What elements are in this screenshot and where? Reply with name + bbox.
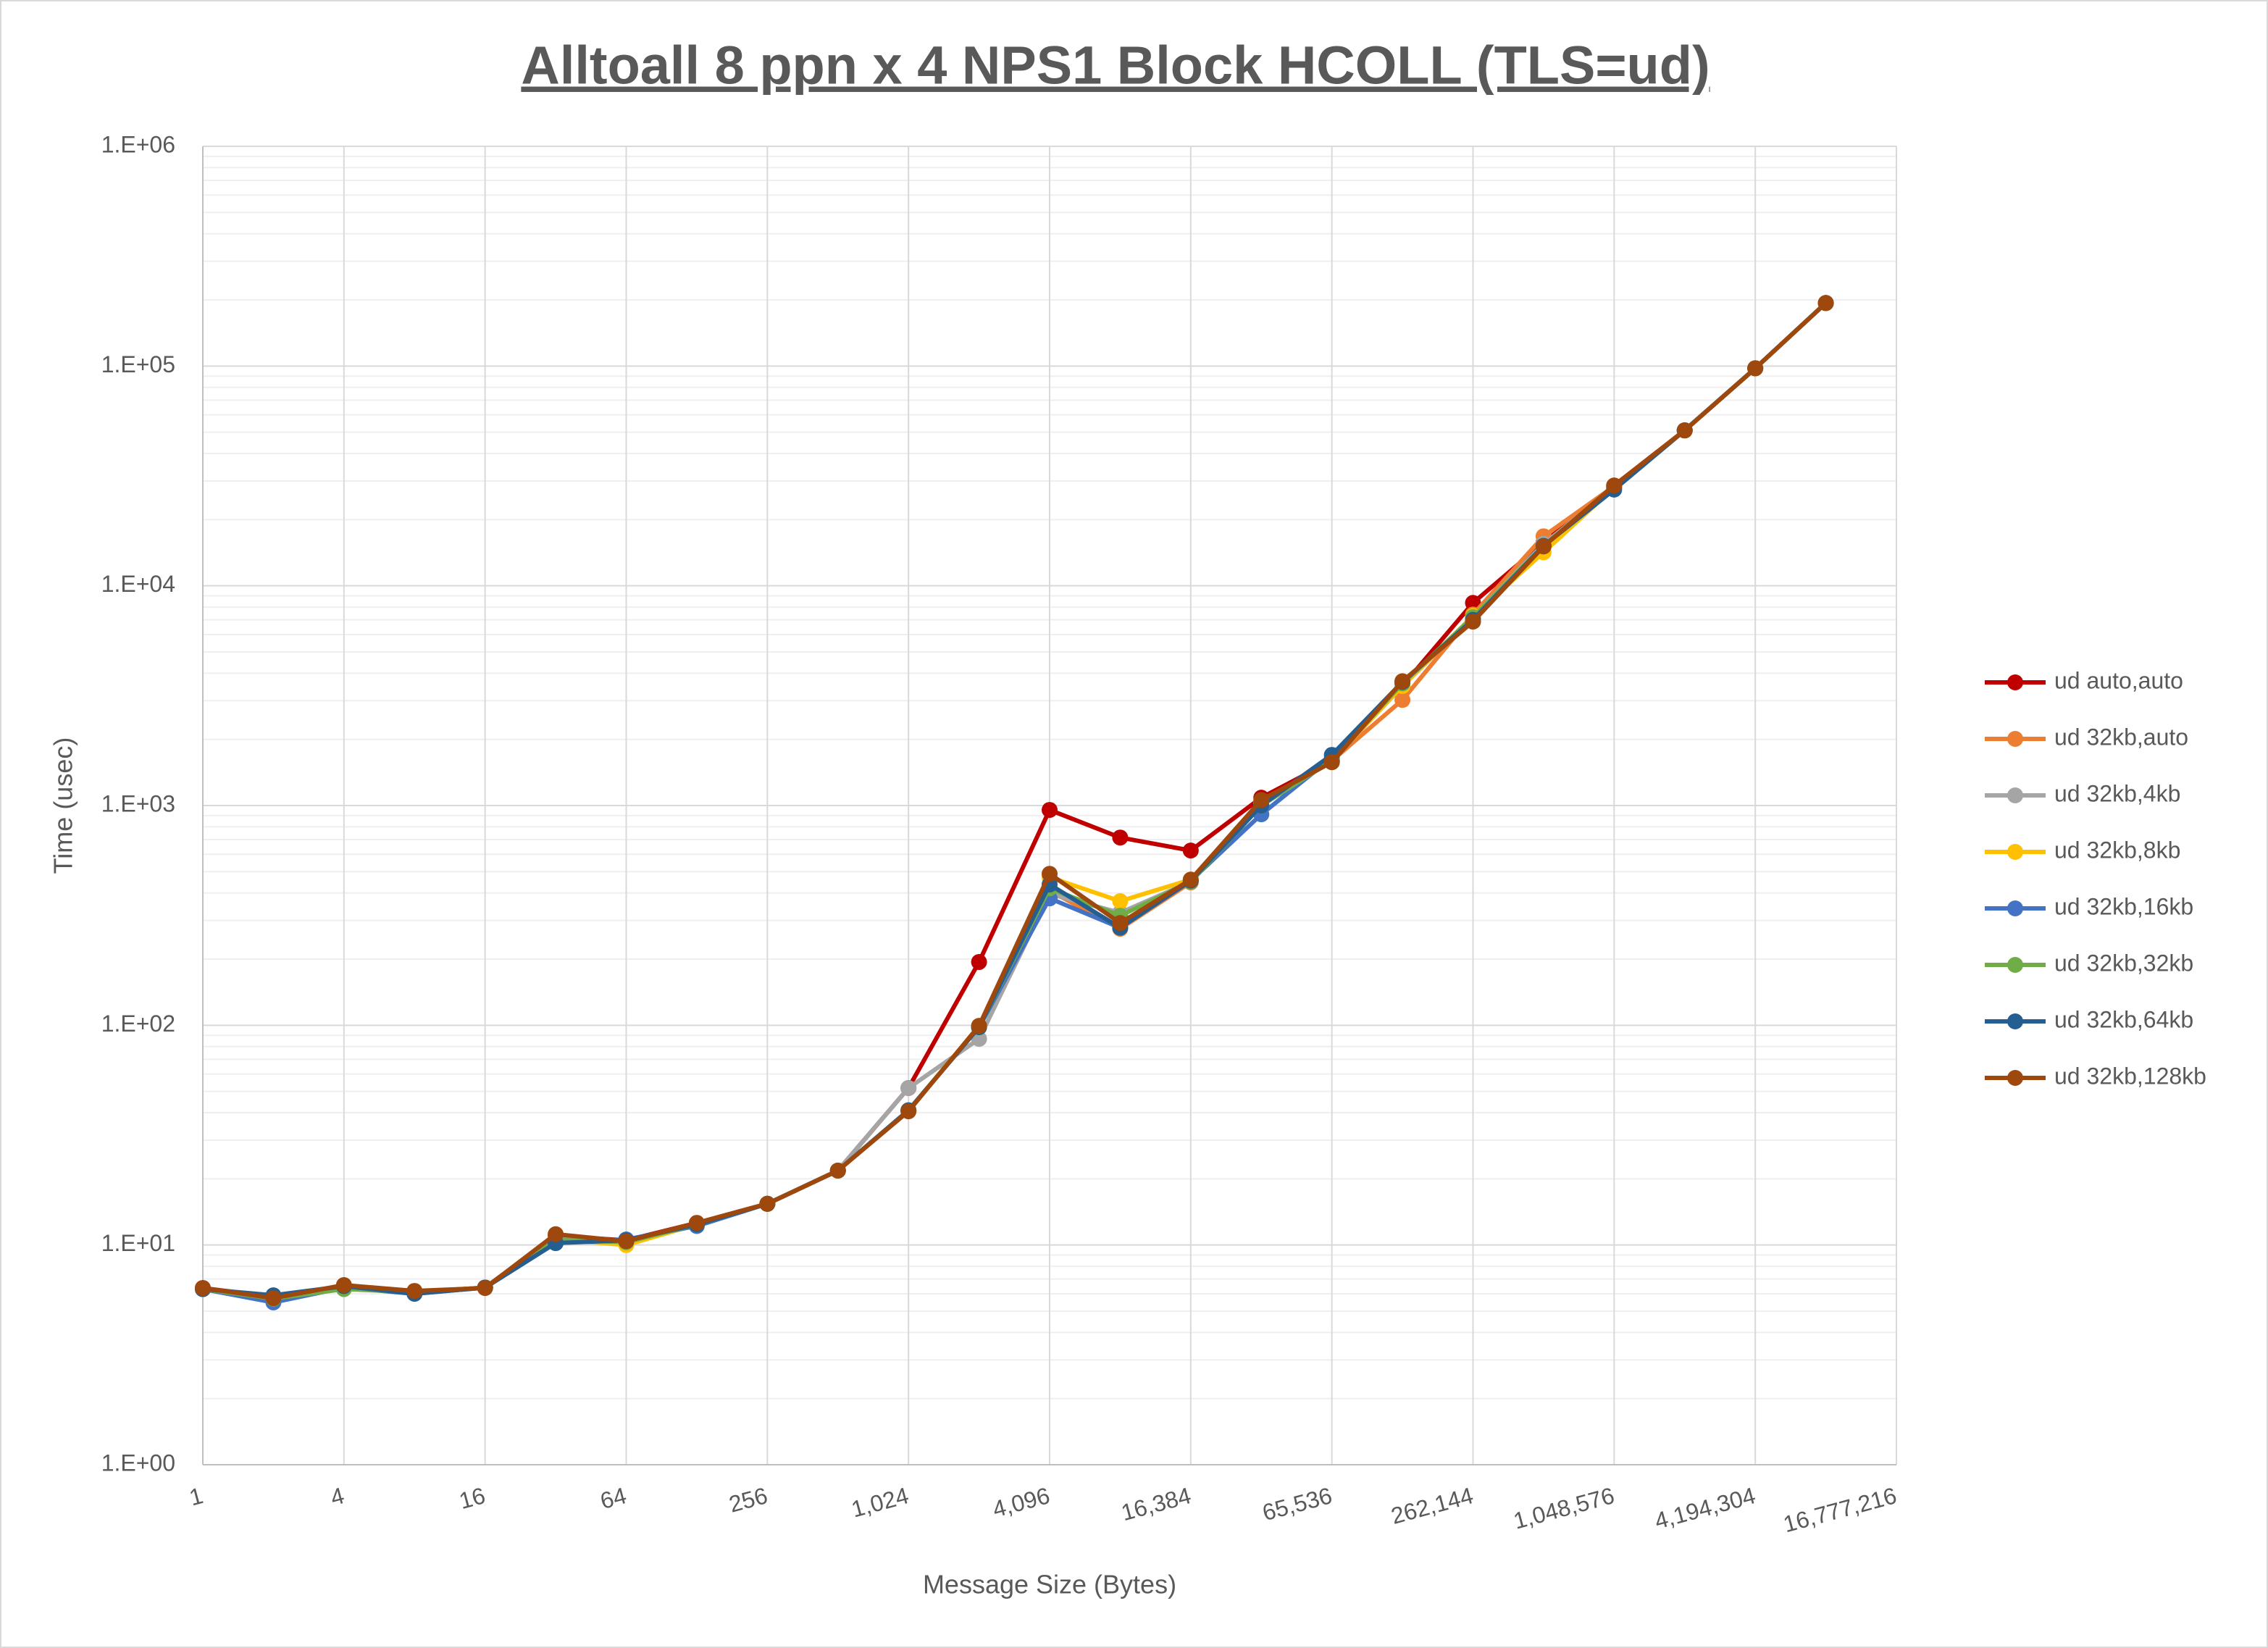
data-point — [1253, 792, 1270, 808]
data-point — [548, 1226, 564, 1242]
y-tick-label: 1.E+05 — [101, 351, 175, 377]
y-tick-label: 1.E+03 — [101, 790, 175, 816]
data-point — [1182, 871, 1199, 888]
data-point — [406, 1283, 423, 1300]
legend-label: ud 32kb,128kb — [2054, 1063, 2206, 1089]
legend-marker — [2007, 1013, 2023, 1029]
series-line — [202, 301, 1828, 1301]
data-point — [1112, 829, 1129, 846]
legend-marker — [2007, 787, 2023, 803]
data-point — [1465, 614, 1481, 630]
y-tick-label: 1.E+02 — [101, 1011, 175, 1037]
data-point — [1676, 422, 1693, 439]
data-point — [688, 1215, 705, 1231]
data-point — [971, 954, 987, 971]
data-point — [759, 1195, 776, 1212]
data-point — [1323, 754, 1340, 771]
data-point — [1747, 360, 1764, 377]
data-point — [477, 1280, 493, 1297]
legend-marker — [2007, 957, 2023, 973]
data-point — [971, 1018, 987, 1034]
data-point — [618, 1233, 635, 1250]
data-point — [1042, 866, 1058, 882]
legend-label: ud 32kb,64kb — [2054, 1006, 2193, 1032]
y-tick-label: 1.E+04 — [101, 571, 175, 597]
data-point — [1394, 673, 1411, 690]
legend-marker — [2007, 731, 2023, 747]
data-point — [1112, 893, 1129, 910]
chart-title: Alltoall 8 ppn x 4 NPS1 Block HCOLL (TLS… — [521, 35, 1710, 96]
data-point — [829, 1163, 846, 1179]
legend-label: ud 32kb,32kb — [2054, 950, 2193, 976]
x-axis-label: Message Size (Bytes) — [923, 1570, 1176, 1599]
data-point — [900, 1079, 917, 1096]
data-point — [1182, 842, 1199, 859]
legend-label: ud 32kb,8kb — [2054, 837, 2180, 863]
data-point — [1606, 477, 1623, 494]
data-point — [195, 1280, 211, 1297]
data-point — [1394, 692, 1411, 708]
data-point — [335, 1277, 352, 1294]
y-tick-label: 1.E+01 — [101, 1230, 175, 1256]
data-point — [265, 1290, 282, 1307]
legend-marker — [2007, 844, 2023, 860]
data-point — [1042, 802, 1058, 819]
legend-label: ud 32kb,16kb — [2054, 893, 2193, 919]
data-point — [1817, 295, 1834, 311]
y-axis-label: Time (usec) — [49, 737, 78, 874]
legend-label: ud 32kb,4kb — [2054, 780, 2180, 806]
data-point — [1112, 915, 1129, 932]
data-point — [1535, 538, 1552, 555]
legend-marker — [2007, 674, 2023, 690]
legend-marker — [2007, 1070, 2023, 1086]
legend-label: ud 32kb,auto — [2054, 724, 2188, 750]
data-point — [900, 1103, 917, 1120]
y-tick-label: 1.E+00 — [101, 1450, 175, 1476]
legend-label: ud auto,auto — [2054, 667, 2183, 693]
y-tick-label: 1.E+06 — [101, 131, 175, 157]
legend-marker — [2007, 900, 2023, 916]
